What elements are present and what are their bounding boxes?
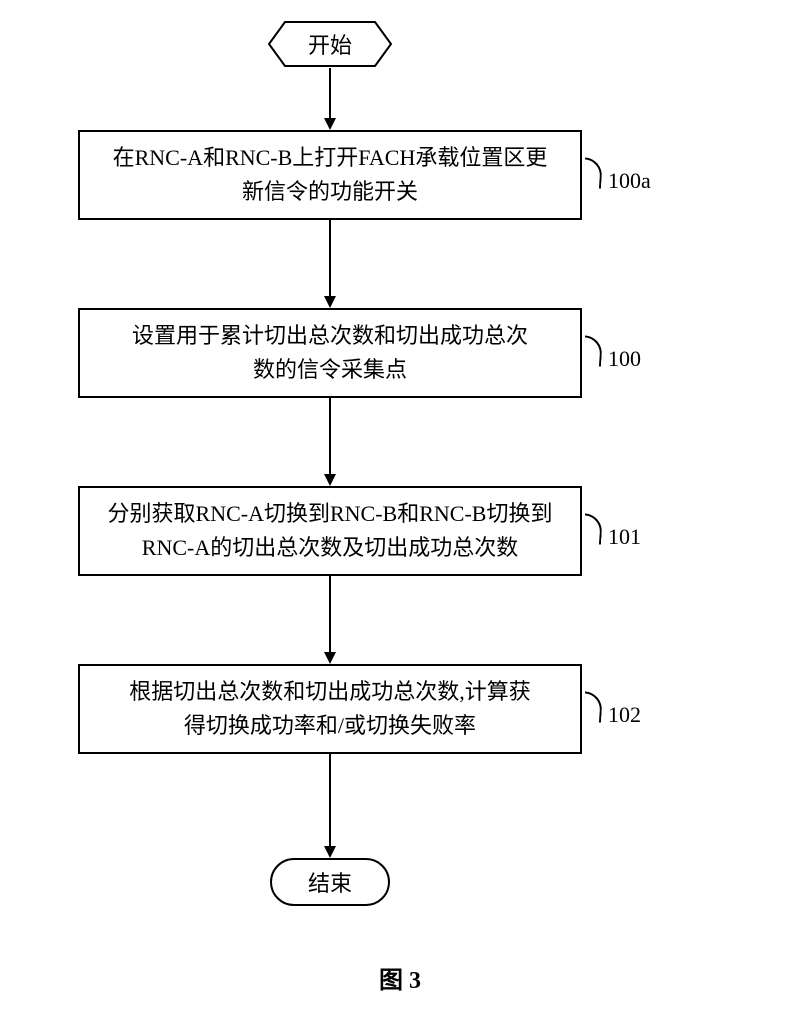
process-100-text: 设置用于累计切出总次数和切出成功总次 数的信令采集点 [132, 319, 528, 387]
end-label: 结束 [308, 866, 352, 898]
process-100a-text: 在RNC-A和RNC-B上打开FACH承载位置区更 新信令的功能开关 [113, 141, 548, 209]
step-label-102: 102 [608, 702, 641, 728]
start-node: 开始 [267, 20, 393, 68]
process-100a: 在RNC-A和RNC-B上打开FACH承载位置区更 新信令的功能开关 [78, 130, 582, 220]
label-connector [583, 157, 603, 188]
arrow-102-to-end [322, 754, 338, 858]
flowchart-canvas: 开始 在RNC-A和RNC-B上打开FACH承载位置区更 新信令的功能开关 10… [0, 0, 800, 1032]
end-node: 结束 [270, 858, 390, 906]
text-line: 分别获取RNC-A切换到RNC-B和RNC-B切换到 [108, 501, 553, 526]
label-connector [583, 513, 603, 544]
figure-caption: 图 3 [0, 960, 800, 995]
arrow-start-to-100a [322, 68, 338, 130]
process-102: 根据切出总次数和切出成功总次数,计算获 得切换成功率和/或切换失败率 [78, 664, 582, 754]
process-100: 设置用于累计切出总次数和切出成功总次 数的信令采集点 [78, 308, 582, 398]
text-line: 在RNC-A和RNC-B上打开FACH承载位置区更 [113, 145, 548, 170]
text-line: 数的信令采集点 [253, 357, 407, 382]
arrow-100-to-101 [322, 398, 338, 486]
text-line: 设置用于累计切出总次数和切出成功总次 [132, 323, 528, 348]
process-102-text: 根据切出总次数和切出成功总次数,计算获 得切换成功率和/或切换失败率 [129, 675, 531, 743]
process-101: 分别获取RNC-A切换到RNC-B和RNC-B切换到 RNC-A的切出总次数及切… [78, 486, 582, 576]
label-connector [583, 691, 603, 722]
process-101-text: 分别获取RNC-A切换到RNC-B和RNC-B切换到 RNC-A的切出总次数及切… [108, 497, 553, 565]
text-line: RNC-A的切出总次数及切出成功总次数 [142, 535, 518, 560]
text-line: 根据切出总次数和切出成功总次数,计算获 [129, 679, 531, 704]
step-label-101: 101 [608, 524, 641, 550]
text-line: 新信令的功能开关 [242, 179, 418, 204]
text-line: 得切换成功率和/或切换失败率 [184, 713, 476, 738]
label-connector [583, 335, 603, 366]
step-label-100: 100 [608, 346, 641, 372]
step-label-100a: 100a [608, 168, 651, 194]
arrow-100a-to-100 [322, 220, 338, 308]
start-label: 开始 [267, 20, 393, 68]
arrow-101-to-102 [322, 576, 338, 664]
